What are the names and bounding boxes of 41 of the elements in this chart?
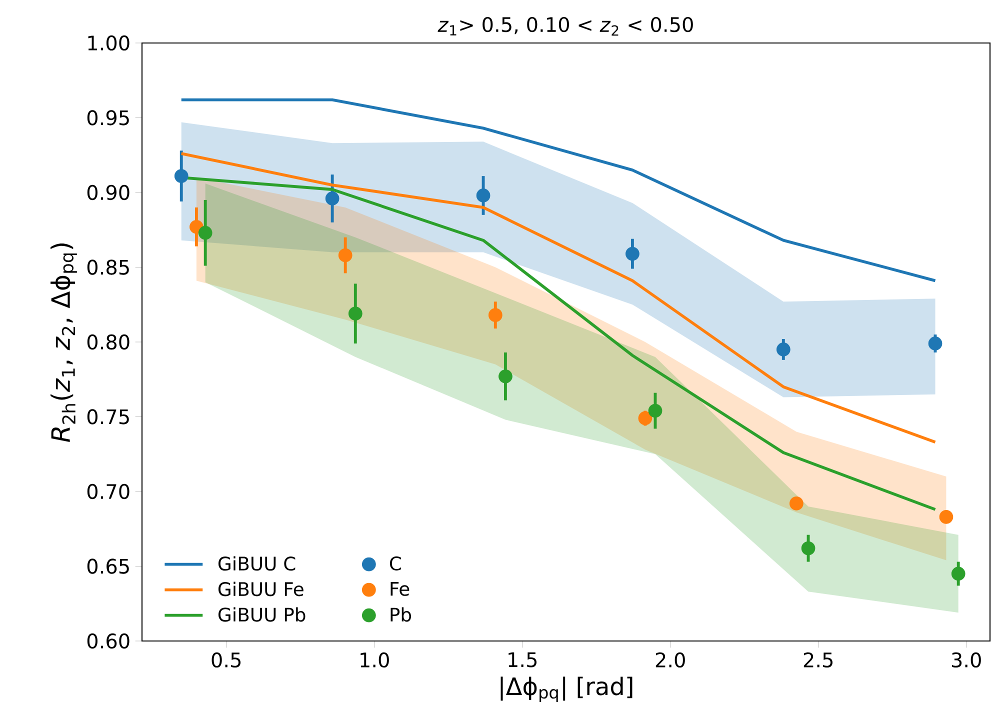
y-tick-label: 0.80 xyxy=(87,334,130,350)
point xyxy=(648,404,662,418)
x-tick-label: 1.5 xyxy=(508,652,537,668)
legend-label: GiBUU Pb xyxy=(218,607,306,622)
y-tick-label: 0.90 xyxy=(87,184,130,200)
y-tick-label: 0.60 xyxy=(87,633,130,649)
x-tick-label: 3.0 xyxy=(952,652,981,668)
legend-label: GiBUU Fe xyxy=(218,582,304,596)
x-tick-label: 2.5 xyxy=(804,652,832,668)
legend-label: C xyxy=(390,556,401,571)
point xyxy=(939,510,954,524)
x-tick-label: 0.5 xyxy=(212,652,241,668)
legend-label: Fe xyxy=(390,582,410,596)
point xyxy=(951,566,966,581)
x-tick-label: 1.0 xyxy=(360,652,389,668)
legend-label: Pb xyxy=(390,607,412,622)
point xyxy=(325,192,340,206)
point xyxy=(174,169,188,183)
y-tick-label: 0.65 xyxy=(87,558,129,574)
point xyxy=(476,188,490,202)
point xyxy=(348,306,362,321)
point xyxy=(776,342,790,356)
text: R$_{2h}$(z$_{1}$, z$_{2}$, Δϕ$_{pq}$) xyxy=(50,243,77,442)
line-series xyxy=(180,152,937,444)
point xyxy=(198,226,212,240)
point xyxy=(790,496,804,510)
point xyxy=(338,248,352,262)
point xyxy=(498,369,512,384)
point xyxy=(488,308,502,322)
line-series xyxy=(180,98,937,282)
y-tick-label: 0.75 xyxy=(87,409,129,424)
legend-label: GiBUU C xyxy=(218,556,296,571)
x-tick-label: 2.0 xyxy=(656,652,685,668)
point xyxy=(801,541,816,556)
y-tick-label: 0.85 xyxy=(87,260,129,275)
y-tick-label: 0.95 xyxy=(87,110,129,126)
y-tick-label: 0.70 xyxy=(87,484,130,500)
y-tick-label: 1.00 xyxy=(88,35,130,51)
point xyxy=(626,246,640,261)
x-axis-title: |Δϕ$_{pq}$| [rad] xyxy=(500,676,632,702)
chart-title: z$_{1}$> 0.5, 0.10 < z$_{2}$ < 0.50 xyxy=(438,16,693,36)
